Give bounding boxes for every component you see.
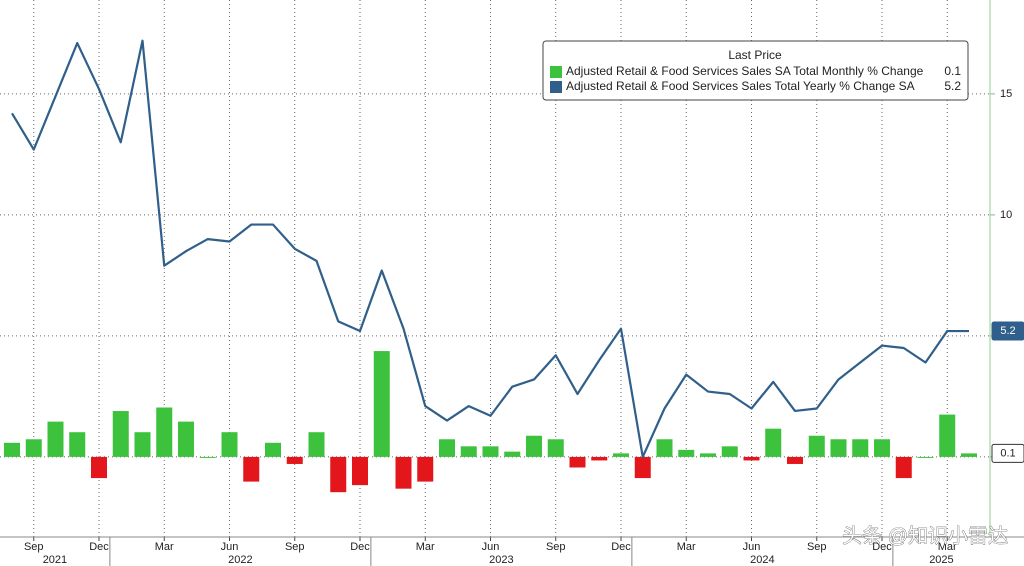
legend-label: Adjusted Retail & Food Services Sales To… [566, 79, 915, 93]
legend-box [542, 40, 969, 101]
bar [69, 432, 86, 457]
bar [569, 456, 586, 468]
bar [917, 456, 934, 458]
legend-label: Adjusted Retail & Food Services Sales SA… [566, 64, 924, 78]
bar [134, 432, 151, 457]
bar [199, 456, 216, 458]
x-tick-label: Mar [416, 541, 435, 553]
legend-swatch [550, 81, 562, 93]
bar [743, 456, 760, 461]
x-tick-label: Jun [743, 541, 761, 553]
last-value-label: 0.1 [1000, 447, 1015, 459]
bar [721, 446, 738, 457]
bar [765, 428, 782, 457]
bar [91, 456, 107, 479]
x-tick-label: Sep [546, 541, 566, 553]
x-tick-label: Mar [938, 541, 957, 553]
x-tick-label: Sep [285, 541, 305, 553]
bar [591, 456, 608, 461]
x-tick-label: Sep [807, 541, 827, 553]
bar [417, 456, 434, 482]
legend-value: 0.1 [944, 64, 961, 78]
bar [178, 421, 194, 457]
bar [808, 435, 825, 457]
bar [243, 456, 260, 482]
legend-value: 5.2 [944, 79, 961, 93]
legend: Last Price Adjusted Retail & Food Service… [542, 40, 969, 101]
x-tick-label: Dec [872, 541, 892, 553]
last-value-label: 5.2 [1000, 325, 1015, 337]
bar [221, 432, 238, 457]
bar [526, 435, 542, 457]
bar [395, 456, 412, 489]
last-value-badge [991, 321, 1024, 341]
x-tick-label: Mar [155, 541, 174, 553]
bar [504, 451, 521, 457]
bar [482, 446, 499, 457]
year-label: 2021 [43, 554, 67, 566]
last-value-badge [991, 443, 1024, 463]
legend-title: Last Price [728, 48, 782, 62]
bar [308, 432, 325, 457]
x-tick-label: Jun [482, 541, 500, 553]
y-tick-label: 10 [1000, 209, 1012, 221]
bar [460, 446, 477, 457]
bar [112, 411, 129, 457]
x-tick-label: Dec [350, 541, 370, 553]
x-tick-label: Sep [24, 541, 44, 553]
watermark: 头条 @知识小雷达 [842, 524, 1008, 547]
x-tick-label: Mar [677, 541, 696, 553]
bar [439, 439, 455, 457]
bar [47, 421, 64, 457]
bar [939, 414, 956, 457]
year-label: 2024 [750, 554, 774, 566]
year-label: 2025 [929, 554, 953, 566]
line [11, 39, 969, 458]
bar [656, 439, 673, 457]
bar [895, 456, 912, 479]
y-tick-label: 15 [1000, 88, 1012, 100]
bar [373, 351, 390, 457]
bar [286, 456, 303, 464]
year-label: 2023 [489, 554, 513, 566]
bar [787, 456, 803, 464]
bar [330, 456, 347, 493]
x-tick-label: Dec [89, 541, 109, 553]
bar [4, 442, 20, 457]
bar [830, 439, 847, 457]
bar [352, 456, 368, 486]
bar [678, 449, 695, 457]
x-tick-label: Dec [611, 541, 631, 553]
bar [265, 442, 281, 457]
bar [874, 439, 890, 457]
legend-swatch [550, 66, 562, 78]
bar [852, 439, 869, 457]
year-label: 2022 [228, 554, 252, 566]
bar [547, 439, 564, 457]
bar [634, 456, 651, 479]
bar [700, 453, 716, 457]
bar [961, 453, 977, 457]
bar [613, 453, 629, 457]
bar [25, 439, 42, 457]
bar [156, 407, 173, 457]
x-tick-label: Jun [221, 541, 239, 553]
